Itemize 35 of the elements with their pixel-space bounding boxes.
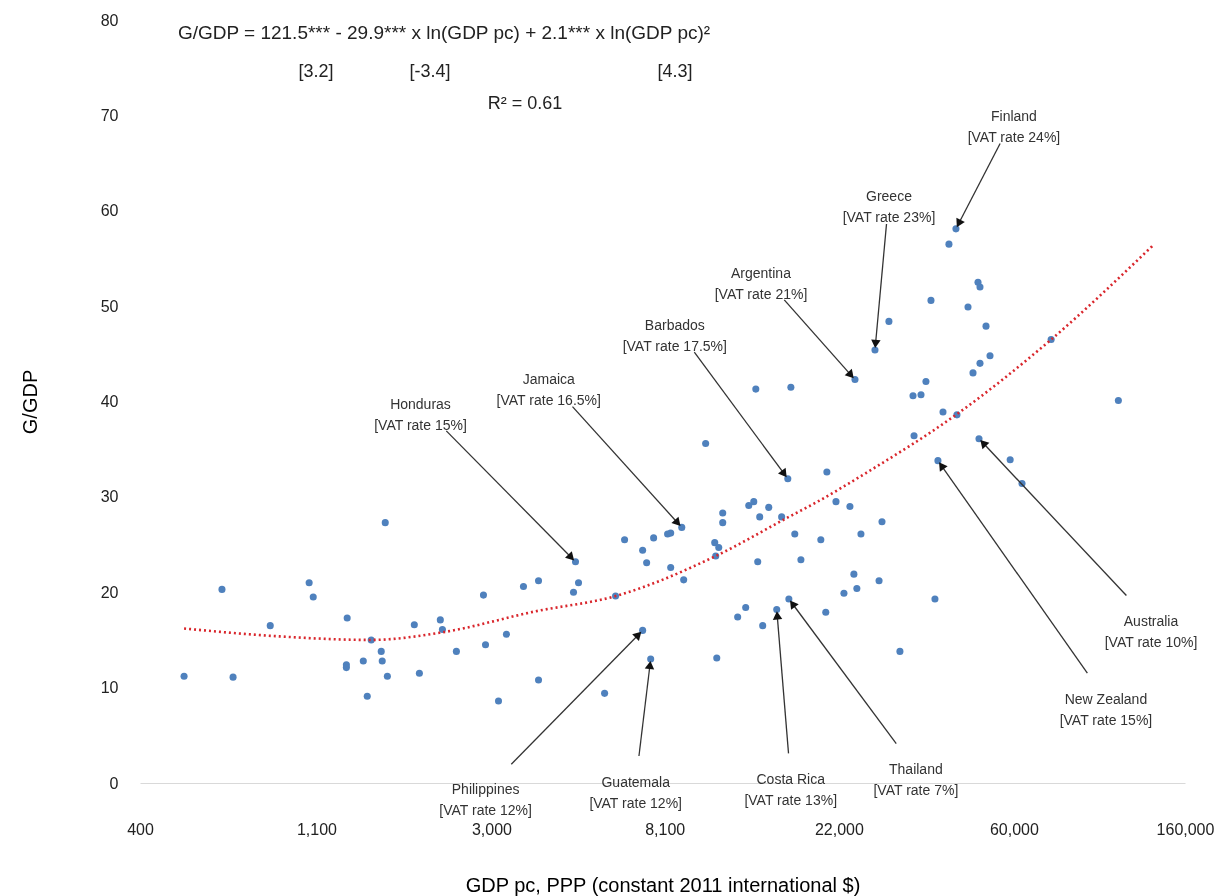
y-tick-label: 40 [100, 393, 119, 410]
annotation: Greece [VAT rate 23%] [842, 188, 936, 225]
annotation: [-3.4] [409, 61, 451, 81]
x-axis-title: GDP pc, PPP (constant 2011 international $) [465, 873, 861, 896]
annotation: Guatemala [VAT rate 12%] [589, 774, 682, 812]
annotation: New Zealand [VAT rate 15%] [1059, 690, 1153, 728]
y-tick-label: 20 [100, 583, 119, 601]
annotation: Finland [VAT rate 24%] [967, 107, 1061, 145]
x-tick-label: 8,100 [645, 820, 686, 838]
annotation: Honduras [VAT rate 15%] [374, 395, 467, 433]
x-tick-label: 3,000 [471, 820, 513, 838]
y-tick-label: 30 [100, 488, 119, 506]
x-tick-label: 160,000 [1156, 820, 1215, 838]
y-tick-label: 0 [109, 774, 119, 792]
y-axis-title: G/GDP [18, 369, 41, 435]
annotation: Costa Rica [VAT rate 13%] [744, 771, 838, 809]
annotation: [3.2] [298, 61, 334, 81]
annotation: R² = 0.61 [487, 93, 563, 113]
annotation: Argentina [VAT rate 21%] [714, 264, 808, 302]
x-tick-label: 1,100 [296, 820, 338, 838]
y-tick-label: 50 [100, 297, 119, 315]
annotation: Jamaica [VAT rate 16.5%] [496, 371, 601, 409]
x-tick-label: 22,000 [814, 820, 865, 838]
annotation: Barbados [VAT rate 17.5%] [622, 316, 727, 354]
annotation: G/GDP = 121.5*** - 29.9*** x ln(GDP pc) + 2.1*** x ln(GDP pc)² [177, 22, 711, 43]
annotation: Australia [VAT rate 10%] [1104, 612, 1198, 650]
annotation: Thailand [VAT rate 7%] [873, 760, 959, 798]
annotation: [4.3] [657, 61, 693, 81]
y-tick-label: 70 [100, 106, 119, 124]
y-tick-label: 80 [100, 11, 119, 29]
y-tick-label: 60 [100, 202, 119, 220]
x-tick-label: 400 [127, 820, 154, 838]
annotation: Philippines [VAT rate 12%] [439, 781, 532, 819]
y-tick-label: 10 [100, 679, 119, 697]
x-tick-label: 60,000 [989, 820, 1039, 838]
